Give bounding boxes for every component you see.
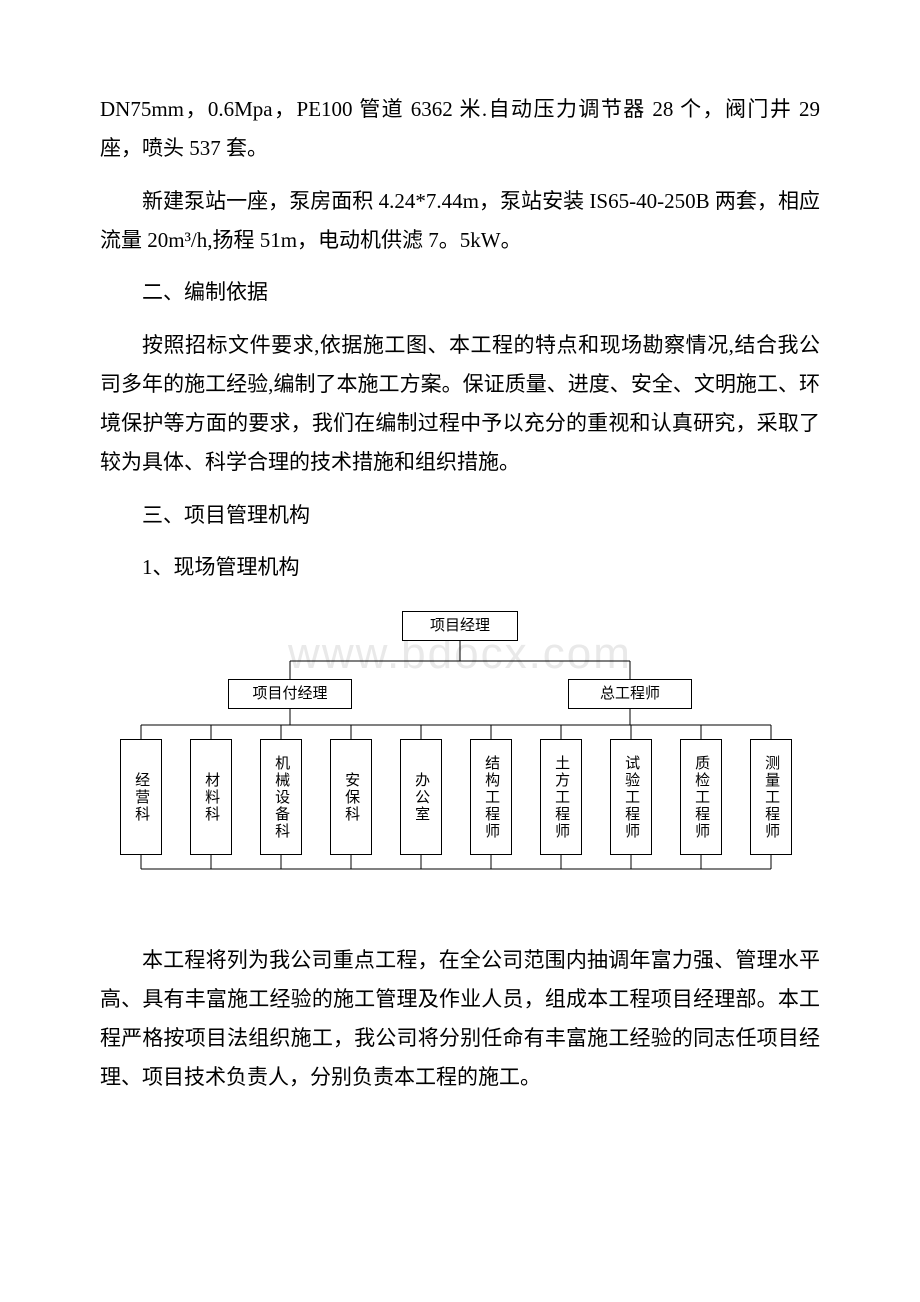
org-node-dept-6: 土方工程师 xyxy=(540,739,582,855)
paragraph-4: 按照招标文件要求,依据施工图、本工程的特点和现场勘察情况,结合我公司多年的施工经… xyxy=(100,326,820,481)
org-node-dept-0: 经营科 xyxy=(120,739,162,855)
org-node-chief-engineer: 总工程师 xyxy=(568,679,692,709)
org-node-project-manager: 项目经理 xyxy=(402,611,518,641)
org-node-dept-7: 试验工程师 xyxy=(610,739,652,855)
heading-org: 三、项目管理机构 xyxy=(100,496,820,535)
paragraph-2: 新建泵站一座，泵房面积 4.24*7.44m，泵站安装 IS65-40-250B… xyxy=(100,182,820,260)
org-node-dept-5: 结构工程师 xyxy=(470,739,512,855)
org-node-dept-4: 办公室 xyxy=(400,739,442,855)
org-node-deputy-manager: 项目付经理 xyxy=(228,679,352,709)
paragraph-7: 本工程将列为我公司重点工程，在全公司范围内抽调年富力强、管理水平高、具有丰富施工… xyxy=(100,941,820,1096)
org-node-dept-1: 材料科 xyxy=(190,739,232,855)
org-node-dept-8: 质检工程师 xyxy=(680,739,722,855)
subheading-site-org: 1、现场管理机构 xyxy=(100,548,820,587)
org-node-dept-3: 安保科 xyxy=(330,739,372,855)
org-node-dept-2: 机械设备科 xyxy=(260,739,302,855)
org-node-dept-9: 测量工程师 xyxy=(750,739,792,855)
document-page: DN75mm，0.6Mpa，PE100 管道 6362 米.自动压力调节器 28… xyxy=(0,0,920,1191)
paragraph-1: DN75mm，0.6Mpa，PE100 管道 6362 米.自动压力调节器 28… xyxy=(100,90,820,168)
heading-basis: 二、编制依据 xyxy=(100,273,820,312)
org-chart: www.bdocx.com 项目经理项目付经理总工程师经营科材料科机械设备科安保… xyxy=(100,611,820,881)
